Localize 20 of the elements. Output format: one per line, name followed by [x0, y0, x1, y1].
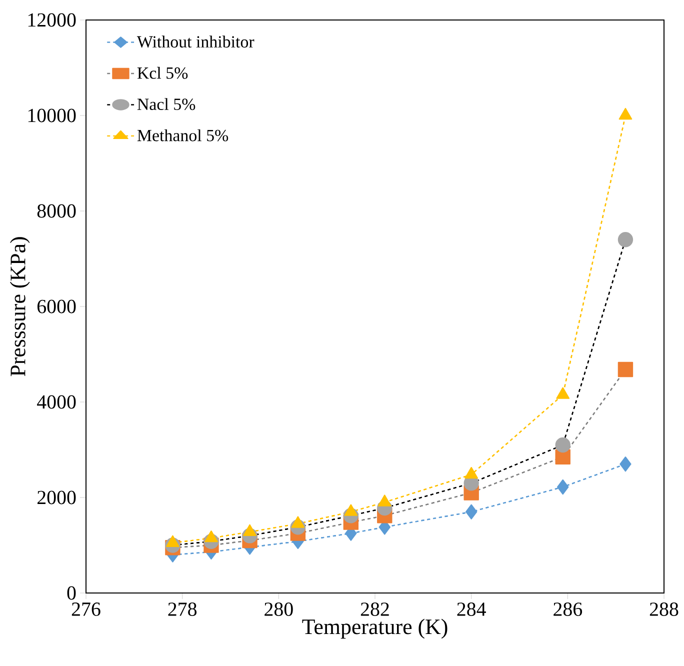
x-axis-title: Temperature (K) [302, 618, 448, 639]
y-tick-label: 2000 [38, 490, 76, 504]
x-tick-label: 278 [168, 602, 197, 616]
legend-label: Kcl 5% [137, 66, 188, 79]
x-tick-label: 280 [264, 602, 293, 616]
y-tick-label: 12000 [28, 13, 76, 27]
y-axis-title: Presssure (KPa) [10, 237, 30, 376]
x-tick-label: 282 [360, 602, 389, 616]
x-tick-label: 284 [457, 602, 486, 616]
y-tick-label: 10000 [28, 108, 76, 122]
y-tick-label: 4000 [37, 395, 76, 409]
y-tick-label: 8000 [37, 204, 76, 218]
x-tick-label: 276 [72, 602, 100, 616]
x-tick-label: 288 [650, 602, 678, 616]
legend-label: Without inhibitor [136, 36, 254, 48]
y-tick-label: 6000 [37, 300, 76, 314]
legend-label: Methanol 5% [137, 129, 228, 142]
x-tick-label: 286 [554, 602, 582, 616]
y-tick-label: 0 [67, 586, 76, 600]
legend-label: Nacl 5% [137, 98, 196, 110]
